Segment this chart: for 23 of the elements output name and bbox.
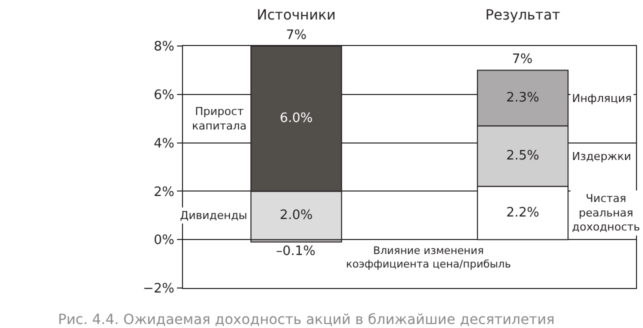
data-label: 2.2%	[506, 205, 540, 220]
y-tick-label: 8%	[154, 40, 174, 55]
series-label: Инфляция	[572, 92, 632, 105]
data-label: –0.1%	[276, 244, 316, 259]
data-label: 2.5%	[506, 148, 540, 164]
x-tick-label: Источники	[256, 7, 336, 24]
y-tick-label: 2%	[154, 184, 174, 200]
data-label: 6.0%	[280, 111, 313, 126]
series-label: Влияние изменения коэффициента цена/прибыль	[346, 245, 511, 271]
series-label: Прирост капитала	[192, 105, 247, 132]
y-tick-label: 6%	[154, 88, 174, 103]
y-tick-label: −2%	[142, 282, 174, 297]
data-label: 2.0%	[280, 208, 313, 223]
series-label: Издержки	[572, 150, 632, 163]
text: Рис. 4.4. Ожидаемая доходность акций в ближайшие десятилетия	[58, 312, 555, 328]
series-label: Дивиденды	[180, 209, 248, 222]
y-tick-label: 0%	[154, 233, 174, 248]
data-label: 2.3%	[506, 90, 540, 106]
total-label: 7%	[286, 28, 307, 43]
series-label: Чистая реальная доходность	[572, 192, 640, 234]
total-label: 7%	[512, 52, 533, 67]
y-tick-label: 4%	[154, 136, 174, 152]
x-tick-label: Результат	[485, 7, 560, 24]
